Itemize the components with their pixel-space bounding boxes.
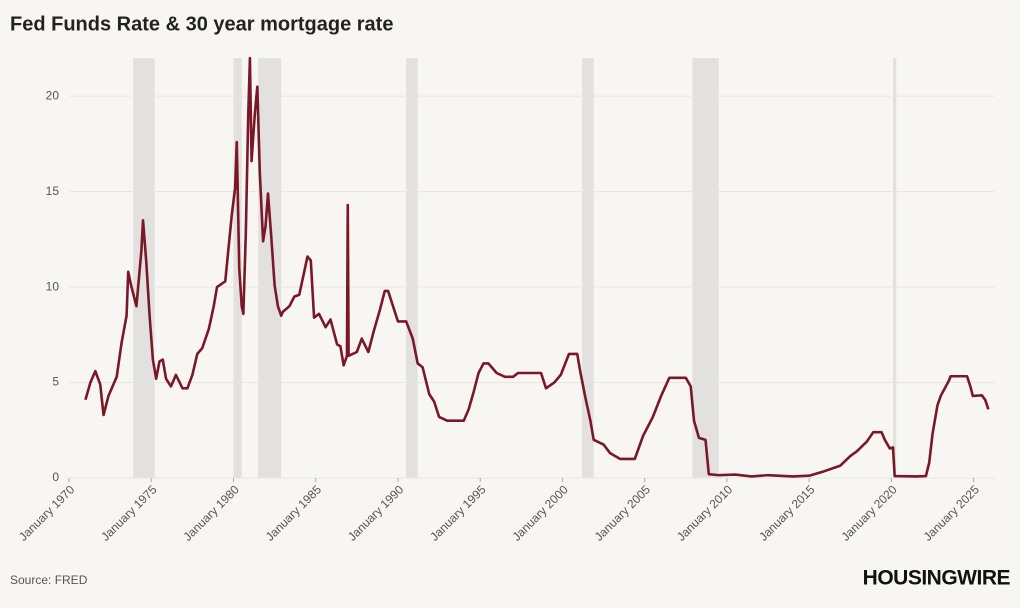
- x-tick-label: January 2020: [838, 482, 900, 544]
- y-tick-label: 20: [46, 88, 60, 102]
- x-tick-label: January 1980: [181, 482, 243, 544]
- y-tick-label: 0: [52, 470, 59, 484]
- source: Source: FRED: [10, 573, 88, 587]
- x-tick-label: January 1970: [16, 482, 78, 544]
- recession-band: [692, 58, 719, 478]
- x-tick-label: January 1995: [427, 482, 489, 544]
- x-tick-label: January 2015: [756, 482, 818, 544]
- chart-title: Fed Funds Rate & 30 year mortgage rate: [10, 13, 393, 35]
- x-tick-label: January 2010: [674, 482, 736, 544]
- brand-logo: HOUSINGWIRE: [863, 567, 1011, 590]
- x-tick-label: January 2005: [592, 482, 654, 544]
- x-tick-label: January 2025: [921, 482, 983, 544]
- recession-band: [258, 58, 282, 478]
- y-tick-label: 15: [46, 184, 60, 198]
- recession-band: [233, 58, 242, 478]
- x-tick-label: January 1985: [263, 482, 325, 544]
- recession-band: [893, 58, 897, 478]
- recession-band: [133, 58, 155, 478]
- recession-band: [582, 58, 594, 478]
- x-tick-label: January 2000: [509, 482, 571, 544]
- rate-line: [84, 56, 990, 478]
- y-tick-label: 5: [52, 375, 59, 389]
- x-tick-label: January 1990: [345, 482, 407, 544]
- x-tick-label: January 1975: [98, 482, 160, 544]
- recession-band: [406, 58, 418, 478]
- y-tick-label: 10: [46, 279, 60, 293]
